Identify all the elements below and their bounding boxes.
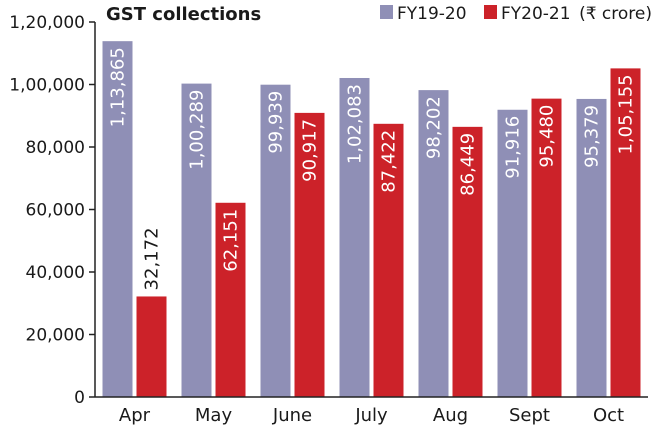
x-tick-label: July [354, 405, 388, 426]
x-tick-label: June [272, 405, 312, 426]
y-axis: 0 20,000 40,000 60,000 80,000 1,00,000 1,20,00… [9, 13, 96, 408]
x-tick-label: Sept [509, 405, 550, 426]
unit-note: (₹ crore) [579, 4, 652, 24]
bar-fy20-21-aug [452, 126, 483, 398]
y-tick-label: 0 [74, 388, 85, 408]
data-label: 87,422 [379, 130, 400, 193]
y-tick-label: 60,000 [26, 201, 85, 221]
data-label: 95,379 [582, 105, 603, 168]
y-tick-label: 40,000 [26, 263, 85, 283]
bar-fy19-20-apr [102, 41, 133, 397]
legend-label-fy20-21: FY20-21 [501, 4, 571, 24]
y-tick-label: 80,000 [26, 138, 85, 158]
data-label: 99,939 [266, 91, 287, 154]
data-label: 95,480 [537, 105, 558, 168]
bar-fy20-21-june [294, 112, 325, 398]
bar-fy20-21-oct [610, 68, 641, 397]
y-tick-label: 20,000 [26, 326, 85, 346]
data-label: 1,02,083 [345, 84, 366, 164]
data-label: 90,917 [300, 119, 321, 182]
y-tick-label: 1,00,000 [9, 76, 85, 96]
x-tick-label: Oct [593, 405, 624, 426]
data-label: 1,05,155 [616, 74, 637, 154]
legend-swatch-fy19-20 [380, 5, 393, 19]
bar-fy19-20-june [260, 84, 291, 398]
bar-fy19-20-aug [418, 90, 449, 398]
data-label: 62,151 [221, 209, 242, 272]
bar-fy20-21-sept [531, 98, 562, 397]
y-tick-label: 1,20,000 [9, 13, 85, 33]
bar-fy20-21-july [373, 123, 404, 398]
bar-fy19-20-oct [576, 98, 607, 398]
x-tick-label: Aug [433, 405, 468, 426]
data-label: 91,916 [503, 116, 524, 179]
bars: 1,13,865 32,172 1,00,289 62,151 99,939 90,917… [102, 41, 641, 398]
bar-fy20-21-may [215, 202, 246, 397]
legend-swatch-fy20-21 [484, 5, 497, 19]
bar-fy19-20-sept [497, 109, 528, 397]
bar-fy19-20-july [339, 77, 370, 397]
data-label: 1,00,289 [187, 90, 208, 170]
bar-fy19-20-may [181, 83, 212, 398]
x-axis: Apr May June July Aug Sept Oct [95, 396, 648, 426]
legend-label-fy19-20: FY19-20 [397, 4, 467, 24]
bar-fy20-21-apr [136, 296, 167, 397]
data-label: 98,202 [424, 96, 445, 159]
x-tick-label: May [195, 405, 233, 426]
legend: FY19-20 FY20-21 (₹ crore) [380, 4, 652, 24]
x-tick-label: Apr [119, 405, 151, 426]
data-label: 1,13,865 [108, 47, 129, 127]
data-label: 32,172 [142, 227, 163, 290]
data-label: 86,449 [458, 133, 479, 196]
chart-title: GST collections [106, 4, 261, 25]
